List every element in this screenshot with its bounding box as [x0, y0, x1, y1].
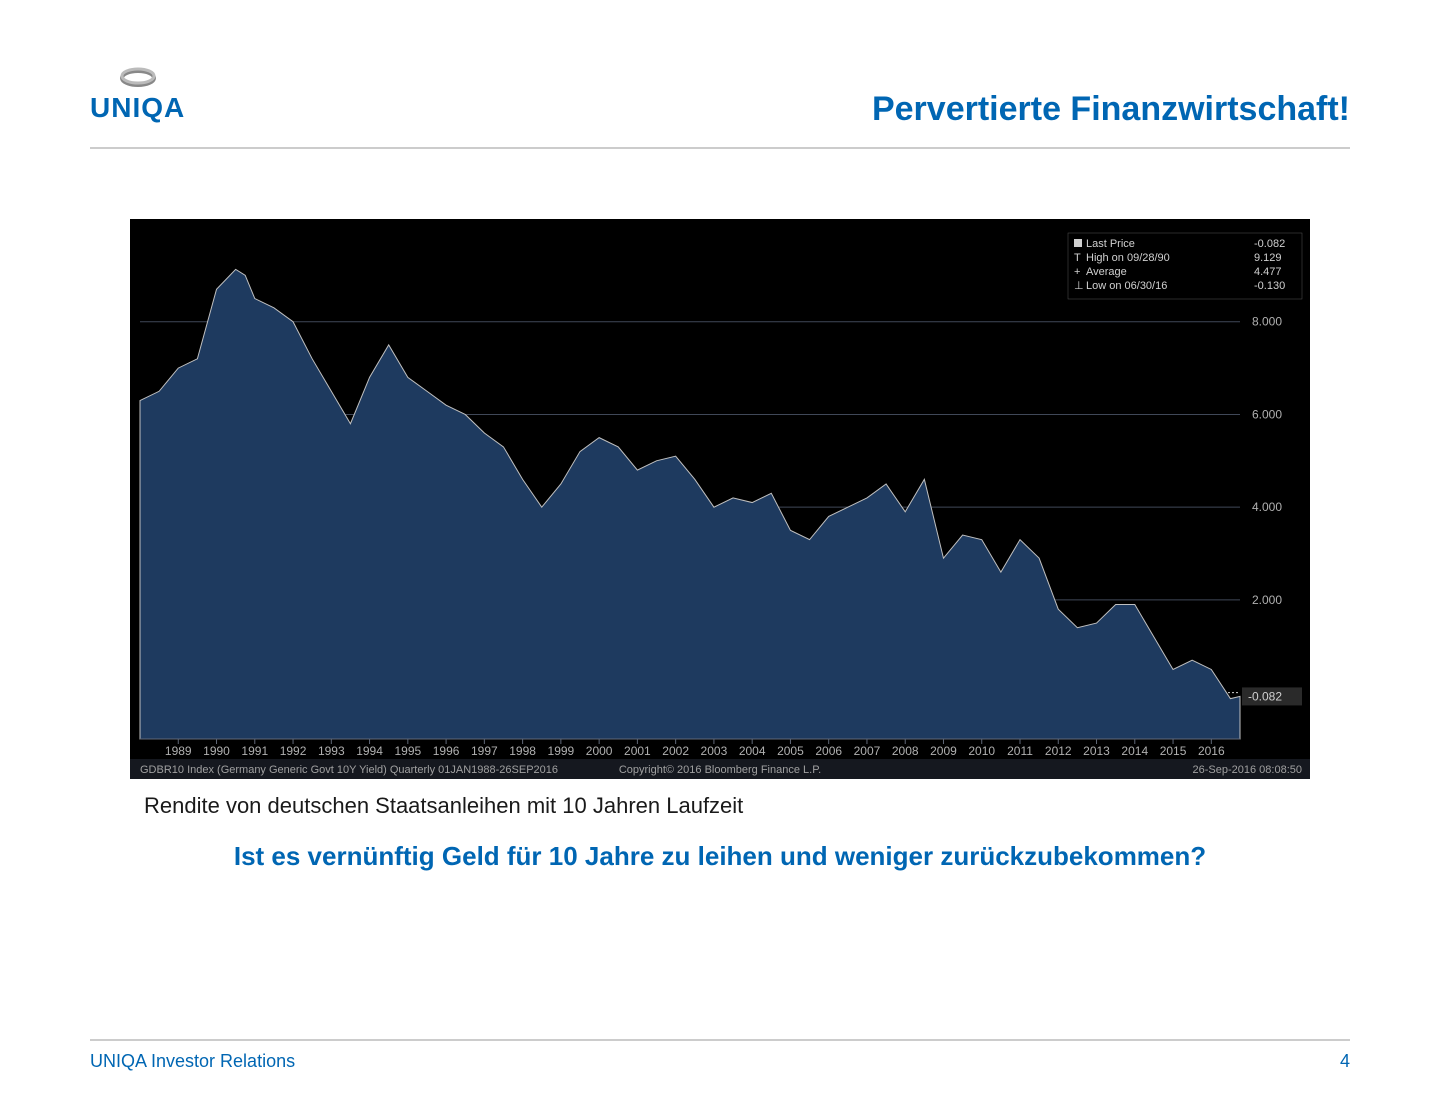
svg-text:⊥: ⊥	[1074, 280, 1084, 292]
svg-text:2008: 2008	[892, 744, 919, 758]
current-price-label: -0.082	[1248, 689, 1282, 703]
svg-text:2000: 2000	[586, 744, 613, 758]
svg-text:1995: 1995	[394, 744, 421, 758]
svg-text:1990: 1990	[203, 744, 230, 758]
brand-logo: UNIQA	[90, 60, 185, 124]
svg-text:2016: 2016	[1198, 744, 1225, 758]
chart-timestamp: 26-Sep-2016 08:08:50	[1193, 764, 1302, 776]
page-number: 4	[1340, 1051, 1350, 1072]
svg-text:1989: 1989	[165, 744, 192, 758]
svg-text:2012: 2012	[1045, 744, 1072, 758]
svg-text:4.477: 4.477	[1254, 266, 1282, 278]
svg-text:1992: 1992	[280, 744, 307, 758]
svg-text:2001: 2001	[624, 744, 651, 758]
svg-text:Average: Average	[1086, 266, 1127, 278]
slide-question: Ist es vernünftig Geld für 10 Jahre zu l…	[90, 841, 1350, 872]
svg-text:1996: 1996	[433, 744, 460, 758]
svg-text:1994: 1994	[356, 744, 383, 758]
chart-copyright: Copyright© 2016 Bloomberg Finance L.P.	[619, 764, 821, 776]
svg-text:2004: 2004	[739, 744, 766, 758]
chart-subtitle: Rendite von deutschen Staatsanleihen mit…	[144, 793, 1310, 819]
svg-text:1993: 1993	[318, 744, 345, 758]
chart-legend: Last Price -0.082 T High on 09/28/90 9.1…	[1068, 233, 1302, 299]
svg-text:2011: 2011	[1007, 744, 1033, 758]
svg-text:2006: 2006	[815, 744, 842, 758]
svg-text:8.000: 8.000	[1252, 315, 1282, 329]
svg-text:Low on 06/30/16: Low on 06/30/16	[1086, 280, 1167, 292]
chart-svg: 2.000 4.000 6.000 8.000 -0.082 1989 1990 1991…	[130, 219, 1310, 779]
svg-text:1998: 1998	[509, 744, 536, 758]
svg-text:Last Price: Last Price	[1086, 238, 1135, 250]
slide-title: Pervertierte Finanzwirtschaft!	[872, 90, 1350, 129]
bond-yield-chart: 2.000 4.000 6.000 8.000 -0.082 1989 1990 1991…	[130, 219, 1310, 819]
svg-text:6.000: 6.000	[1252, 407, 1282, 421]
svg-text:2002: 2002	[662, 744, 689, 758]
svg-text:2005: 2005	[777, 744, 804, 758]
svg-text:9.129: 9.129	[1254, 252, 1282, 264]
uniqa-ring-icon	[114, 60, 162, 88]
svg-text:1999: 1999	[548, 744, 575, 758]
svg-text:T: T	[1074, 252, 1081, 264]
svg-text:-0.130: -0.130	[1254, 280, 1285, 292]
svg-text:2015: 2015	[1160, 744, 1187, 758]
svg-text:2003: 2003	[701, 744, 728, 758]
chart-source: GDBR10 Index (Germany Generic Govt 10Y Y…	[140, 764, 558, 776]
svg-text:+: +	[1074, 266, 1080, 278]
footer-bar: UNIQA Investor Relations 4	[90, 1039, 1350, 1072]
brand-name: UNIQA	[90, 92, 185, 124]
svg-text:2009: 2009	[930, 744, 957, 758]
svg-text:2010: 2010	[968, 744, 995, 758]
svg-text:1991: 1991	[241, 744, 268, 758]
svg-text:High on 09/28/90: High on 09/28/90	[1086, 252, 1170, 264]
svg-text:2.000: 2.000	[1252, 593, 1282, 607]
svg-text:-0.082: -0.082	[1254, 238, 1285, 250]
svg-text:2013: 2013	[1083, 744, 1110, 758]
divider-top	[90, 147, 1350, 149]
svg-text:4.000: 4.000	[1252, 500, 1282, 514]
svg-text:2014: 2014	[1121, 744, 1148, 758]
svg-text:1997: 1997	[471, 744, 498, 758]
footer-left: UNIQA Investor Relations	[90, 1051, 295, 1072]
svg-text:2007: 2007	[854, 744, 881, 758]
